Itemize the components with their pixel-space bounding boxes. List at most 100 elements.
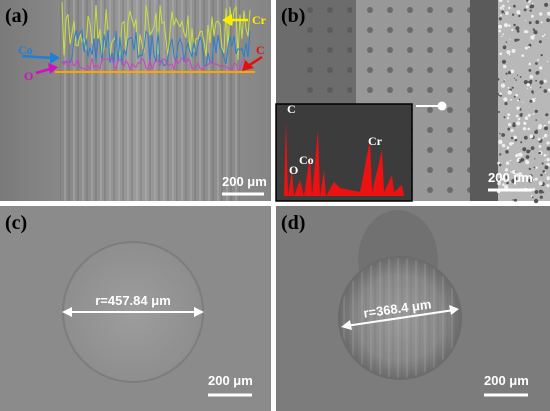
speck [539, 195, 543, 199]
speck [519, 108, 522, 111]
panel-d: r=368.4 μm (d) 200 μm [276, 206, 550, 411]
speck [507, 87, 510, 89]
speck [540, 21, 543, 24]
speck [501, 143, 506, 148]
speck [538, 181, 543, 186]
speck [523, 80, 529, 85]
element-label: Co [18, 43, 33, 57]
speck [522, 101, 524, 103]
speck [518, 98, 521, 101]
speck [506, 146, 510, 150]
speck [519, 152, 522, 155]
speck [534, 109, 538, 113]
element-label: Co [299, 153, 314, 167]
speck [509, 159, 512, 162]
panel-label: (c) [5, 212, 27, 234]
speck [509, 142, 513, 146]
speck [501, 4, 505, 8]
speck [528, 46, 530, 48]
panel-label: (b) [281, 5, 305, 27]
speck [504, 168, 509, 172]
speck [546, 157, 550, 162]
speck [524, 116, 529, 120]
speck [515, 79, 517, 81]
speck [520, 114, 523, 118]
speck [546, 61, 549, 63]
arrowhead [242, 60, 254, 71]
speck [535, 62, 538, 65]
speck [534, 97, 537, 99]
arrow [35, 67, 51, 75]
speck [525, 0, 529, 2]
speck [502, 33, 505, 36]
speck [499, 92, 502, 95]
speck [531, 187, 536, 192]
speck [536, 71, 540, 74]
speck [537, 58, 540, 61]
speck [528, 167, 531, 171]
arrowhead [194, 307, 204, 317]
speck [534, 158, 536, 160]
speck [532, 28, 536, 31]
element-label: C [256, 43, 265, 57]
speck [539, 86, 542, 89]
speck [505, 161, 510, 165]
speck [510, 171, 512, 173]
speck [530, 86, 532, 89]
speck [506, 116, 510, 120]
speck [535, 79, 537, 82]
speck [506, 181, 509, 185]
speck [507, 90, 512, 95]
speck [497, 111, 500, 113]
speck [530, 178, 533, 181]
speck [499, 14, 502, 17]
speck [516, 29, 520, 33]
speck [505, 175, 510, 180]
speck [544, 165, 549, 170]
speck [531, 90, 534, 94]
speck [517, 38, 520, 41]
speck [514, 138, 518, 142]
speck [502, 183, 505, 187]
speck [522, 147, 527, 152]
speck [514, 198, 517, 202]
speck [547, 11, 550, 16]
eds-spectrum [280, 120, 408, 196]
speck [501, 178, 505, 181]
speck [538, 151, 541, 155]
scale-bar-label: 200 μm [484, 373, 529, 388]
speck [543, 153, 547, 157]
element-label: O [289, 163, 298, 177]
linescan-trace [61, 57, 251, 72]
speck [530, 35, 535, 40]
speck [507, 0, 510, 3]
speck [504, 79, 506, 81]
speck [515, 153, 519, 158]
speck [527, 113, 531, 117]
speck [512, 199, 514, 201]
speck [508, 123, 512, 127]
speck [539, 12, 543, 16]
speck [515, 26, 520, 31]
arrowhead [449, 305, 459, 315]
speck [516, 121, 521, 126]
speck [547, 88, 550, 92]
radius-arrow [345, 309, 455, 327]
speck [533, 34, 536, 36]
speck [535, 20, 540, 24]
speck [505, 11, 509, 15]
speck [540, 54, 543, 57]
speck [546, 183, 550, 188]
scale-bar-label: 200 μm [488, 170, 533, 185]
speck [503, 116, 506, 119]
speck [543, 79, 547, 83]
speck [538, 145, 542, 148]
speck [544, 159, 546, 161]
speck [526, 83, 530, 87]
speck [512, 170, 516, 175]
eds-linescan [61, 1, 251, 72]
speck [505, 41, 508, 43]
speck [530, 146, 535, 151]
speck [507, 71, 512, 75]
